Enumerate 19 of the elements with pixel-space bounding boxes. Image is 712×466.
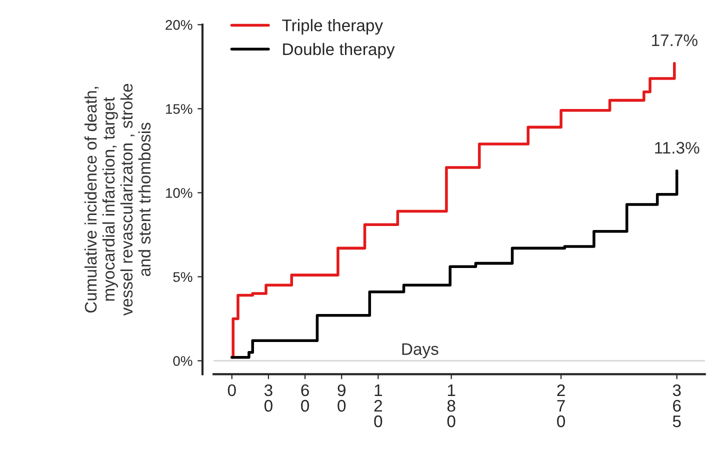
x-tick-label: 3 6 5	[672, 384, 681, 428]
y-tick-label: 0%	[173, 356, 192, 366]
x-tick-label: 2 7 0	[557, 384, 566, 428]
y-tick-label: 20%	[166, 20, 192, 30]
y-tick-label: 15%	[166, 104, 192, 114]
legend-label: Double therapy	[283, 42, 395, 58]
x-tick-label: 0	[228, 384, 236, 396]
x-tick-label: 6 0	[301, 384, 310, 412]
annotation: 17.7%	[652, 34, 698, 46]
x-tick-label: 9 0	[338, 384, 346, 412]
y-axis-title: Cumulative incidence of death, myocardial infarction, target vessel revascularizaton , stroke and stent trhombosis	[84, 84, 151, 316]
y-tick-label: 10%	[166, 188, 192, 198]
legend-label: Triple therapy	[282, 19, 383, 35]
y-tick-label: 5%	[173, 272, 192, 282]
x-tick-label: 3 0	[264, 384, 272, 412]
annotation: 11.3%	[655, 142, 700, 154]
x-tick-label: 1 2 0	[374, 384, 382, 428]
x-axis-title: Days	[402, 343, 438, 358]
x-tick-label: 1 8 0	[447, 384, 456, 428]
